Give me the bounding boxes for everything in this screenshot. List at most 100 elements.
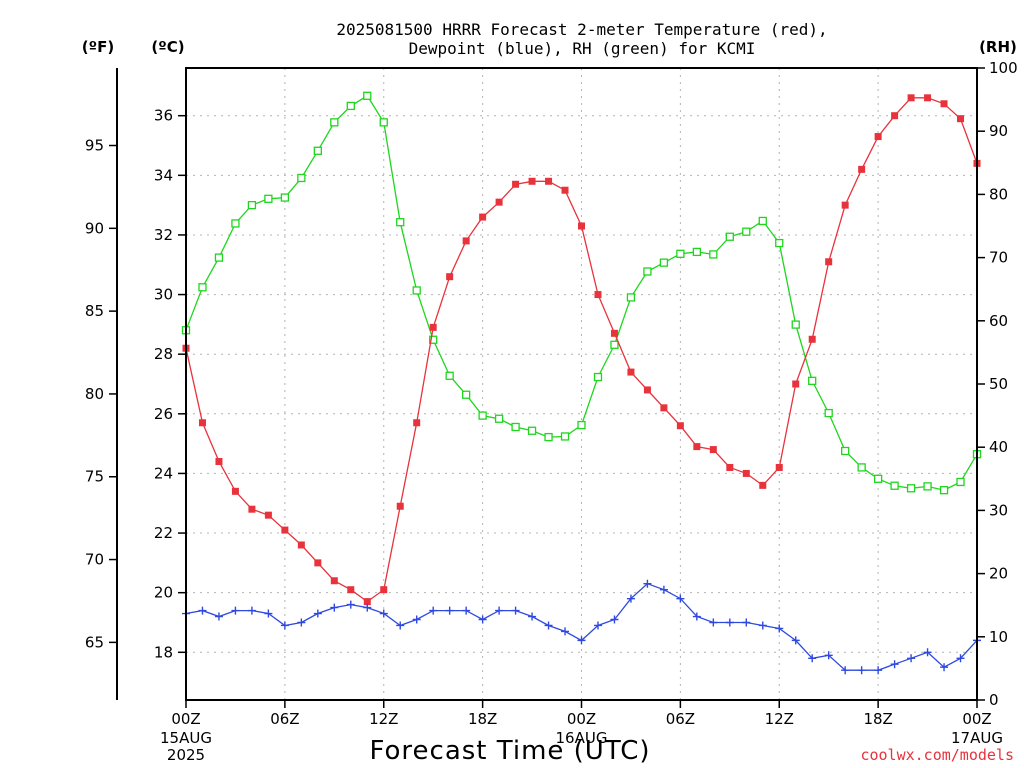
celsius-tick-label: 34 bbox=[154, 166, 173, 184]
dewpoint-point bbox=[330, 603, 339, 612]
temperature-point bbox=[281, 526, 289, 534]
rh-point bbox=[626, 293, 636, 302]
rh-point bbox=[280, 193, 290, 202]
rh-point bbox=[346, 101, 355, 111]
dewpoint-point bbox=[577, 636, 586, 645]
rh-point bbox=[461, 390, 471, 399]
celsius-tick-label: 30 bbox=[154, 286, 173, 304]
dewpoint-point bbox=[874, 666, 883, 675]
temperature-point bbox=[578, 222, 585, 230]
rh-point bbox=[297, 173, 306, 183]
fahrenheit-axis: 65 70 75 80 85 90 95 bbox=[85, 68, 118, 700]
rh-point bbox=[659, 258, 669, 267]
temperature-point bbox=[446, 273, 454, 281]
fahrenheit-tick-label: 85 bbox=[85, 302, 104, 320]
rh-point bbox=[923, 482, 932, 491]
temperature-point bbox=[660, 404, 668, 412]
dewpoint-point bbox=[396, 621, 405, 630]
temperature-point bbox=[347, 586, 355, 594]
time-tick-label: 06Z bbox=[270, 710, 299, 728]
temperature-point bbox=[693, 443, 701, 451]
rh-tick-label: 50 bbox=[989, 375, 1008, 393]
temperature-point bbox=[940, 100, 948, 108]
rh-point bbox=[577, 420, 586, 430]
rh-tick-label: 80 bbox=[989, 185, 1008, 203]
dewpoint-point bbox=[511, 606, 520, 615]
rh-point bbox=[758, 216, 767, 226]
temperature-point bbox=[248, 505, 256, 513]
temperature-point bbox=[462, 237, 470, 245]
dewpoint-point bbox=[478, 615, 487, 624]
celsius-tick-label: 32 bbox=[154, 226, 173, 244]
rh-point bbox=[313, 146, 322, 155]
dewpoint-point bbox=[297, 618, 306, 627]
temperature-point bbox=[215, 458, 223, 466]
celsius-axis: 18 20 22 24 26 28 30 32 34 36 bbox=[154, 107, 186, 661]
dewpoint-point bbox=[280, 621, 289, 630]
temperature-point bbox=[479, 213, 487, 221]
dewpoint-point bbox=[214, 612, 223, 621]
dewpoint-point bbox=[742, 618, 751, 627]
dewpoint-point bbox=[725, 618, 734, 627]
time-tick-label: 00Z bbox=[171, 710, 200, 728]
x-axis-title: Forecast Time (UTC) bbox=[369, 736, 650, 766]
dewpoint-point bbox=[610, 615, 619, 624]
dewpoint-point bbox=[198, 606, 207, 615]
rh-point bbox=[709, 250, 718, 259]
dewpoint-point bbox=[890, 660, 899, 669]
rh-tick-label: 70 bbox=[989, 249, 1008, 267]
time-tick-label: 12Z bbox=[369, 710, 398, 728]
temperature-point bbox=[874, 133, 882, 141]
temperature-point bbox=[363, 598, 371, 606]
temperature-point bbox=[231, 487, 239, 495]
rh-point bbox=[429, 335, 438, 344]
rh-point bbox=[610, 340, 619, 349]
dewpoint-point bbox=[445, 606, 454, 615]
dewpoint-point bbox=[593, 621, 602, 630]
rh-point bbox=[956, 477, 965, 487]
rh-tick-label: 30 bbox=[989, 501, 1008, 519]
dewpoint-point bbox=[264, 609, 273, 618]
dewpoint-point bbox=[709, 618, 718, 627]
dewpoint-point bbox=[626, 594, 635, 603]
celsius-tick-label: 18 bbox=[154, 643, 173, 661]
temperature-point bbox=[726, 463, 734, 471]
fahrenheit-tick-label: 90 bbox=[85, 219, 104, 237]
dewpoint-point bbox=[643, 579, 652, 588]
rh-point bbox=[873, 474, 883, 483]
dewpoint-point bbox=[857, 666, 866, 675]
time-tick-label: 18Z bbox=[468, 710, 497, 728]
rh-point bbox=[906, 484, 916, 493]
rh-point bbox=[511, 422, 520, 432]
dewpoint-point bbox=[231, 606, 240, 615]
series-rh bbox=[181, 91, 982, 495]
series-temperature bbox=[182, 94, 981, 606]
dewpoint-point bbox=[544, 621, 553, 630]
credit-text: coolwx.com/models bbox=[860, 746, 1014, 764]
dewpoint-point bbox=[907, 654, 916, 663]
temperature-point bbox=[380, 586, 388, 594]
temperature-point bbox=[825, 258, 833, 266]
temperature-point bbox=[775, 463, 783, 471]
rh-point bbox=[841, 446, 850, 456]
chart-title-line-1: 2025081500 HRRR Forecast 2-meter Tempera… bbox=[336, 20, 827, 39]
fahrenheit-tick-label: 75 bbox=[85, 468, 104, 486]
series-layer bbox=[181, 91, 982, 675]
temperature-point bbox=[709, 446, 717, 454]
temperature-point bbox=[561, 186, 569, 194]
rh-point bbox=[396, 218, 405, 227]
rh-point bbox=[890, 481, 899, 490]
dewpoint-point bbox=[676, 594, 685, 603]
dewpoint-point bbox=[956, 654, 965, 663]
dewpoint-point bbox=[247, 606, 256, 615]
rh-point bbox=[445, 371, 454, 380]
fahrenheit-tick-label: 80 bbox=[85, 385, 104, 403]
dewpoint-point bbox=[429, 606, 438, 615]
fahrenheit-tick-label: 65 bbox=[85, 633, 104, 651]
temperature-point bbox=[891, 112, 899, 120]
temperature-point bbox=[330, 577, 338, 585]
date-label: 15AUG bbox=[160, 729, 212, 747]
dewpoint-point bbox=[841, 666, 850, 675]
temperature-point bbox=[759, 481, 767, 489]
